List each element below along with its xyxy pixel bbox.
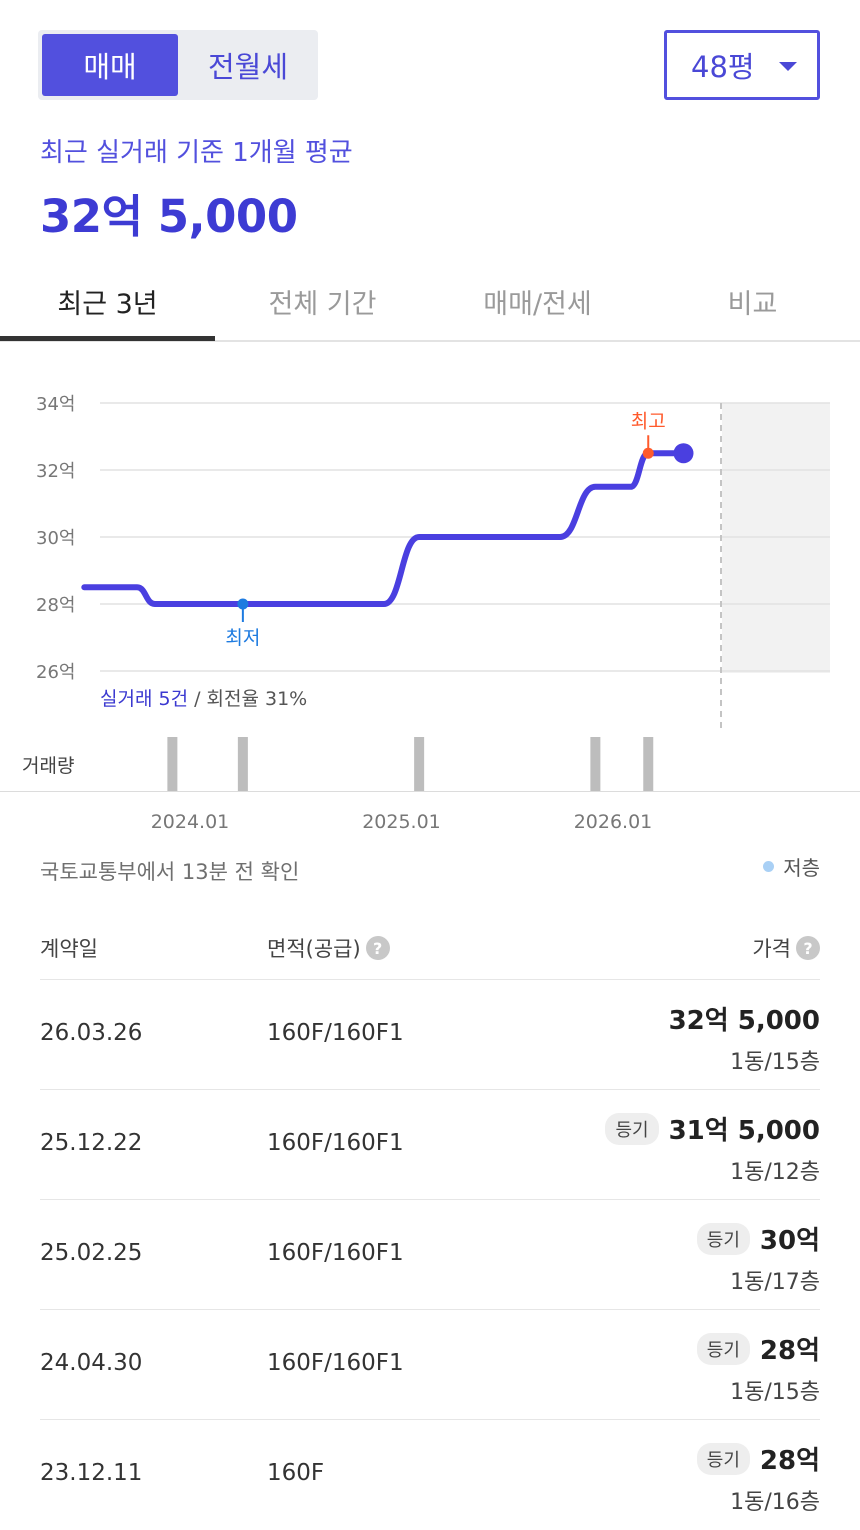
row-area: 160F/160F1 [267,1130,404,1156]
area-help-icon[interactable]: ? [365,936,390,960]
table-row[interactable]: 23.12.11 160F 등기 28억 1동/16층 [40,1420,820,1530]
row-area: 160F/160F1 [267,1020,404,1046]
header-area: 면적(공급) ? [267,933,390,963]
header-area-label: 면적(공급) [267,937,361,961]
volume-baseline [0,791,860,792]
registered-badge: 등기 [696,1222,750,1255]
row-floor: 1동/12층 [730,1160,820,1185]
y-tick-label: 26억 [36,662,75,683]
tab-compare[interactable]: 비교 [727,288,778,320]
table-row[interactable]: 26.03.26 160F/160F1 32억 5,000 1동/15층 [40,980,820,1090]
x-tick-label: 2026.01 [574,811,653,833]
table-row[interactable]: 25.12.22 160F/160F1 등기 31억 5,000 1동/12층 [40,1090,820,1200]
active-tab-indicator [0,336,215,341]
row-price: 30억 [759,1226,820,1256]
legend-label: 저층 [783,856,820,880]
volume-bar [643,737,654,791]
tab-full-period[interactable]: 전체 기간 [268,288,377,320]
source-note: 국토교통부에서 13분 전 확인 [40,860,300,884]
size-dropdown[interactable]: 48평 [664,30,820,100]
registered-badge: 등기 [696,1442,750,1475]
min-label: 최저 [225,627,260,649]
row-date: 26.03.26 [40,1020,143,1046]
row-area: 160F/160F1 [267,1350,404,1376]
row-price-line: 등기 31억 5,000 [605,1110,820,1147]
row-price: 32억 5,000 [668,1006,820,1036]
average-price: 32억 5,000 [40,190,298,243]
row-area: 160F/160F1 [267,1240,404,1266]
registered-badge: 등기 [696,1332,750,1365]
x-tick-label: 2025.01 [362,811,441,833]
row-floor: 1동/16층 [730,1490,820,1515]
tab-recent-3-years[interactable]: 최근 3년 [57,288,158,320]
y-tick-label: 30억 [36,528,75,549]
row-price-line: 등기 30억 [696,1220,820,1257]
caret-down-icon [779,62,797,71]
row-area: 160F [267,1460,325,1486]
row-price-line: 32억 5,000 [669,1000,820,1037]
volume-bar [167,737,178,791]
price-help-icon[interactable]: ? [796,936,820,960]
trade-type-toggle: 매매 전월세 [38,30,318,100]
header-date: 계약일 [40,937,98,961]
row-floor: 1동/15층 [730,1050,820,1075]
y-tick-label: 32억 [36,461,75,482]
header-price-label: 가격 [752,937,791,961]
table-row[interactable]: 25.02.25 160F/160F1 등기 30억 1동/17층 [40,1200,820,1310]
transactions-header: 계약일 면적(공급) ? 가격 ? [40,918,820,980]
row-date: 25.12.22 [40,1130,143,1156]
row-date: 25.02.25 [40,1240,143,1266]
volume-label: 거래량 [22,755,74,777]
current-price-marker[interactable] [673,443,694,464]
x-tick-label: 2024.01 [151,811,230,833]
lease-toggle-button[interactable]: 전월세 [207,50,289,84]
volume-bar [414,737,425,791]
row-price: 28억 [759,1336,820,1366]
row-date: 23.12.11 [40,1460,143,1486]
row-price: 28억 [759,1446,820,1476]
y-tick-label: 34억 [36,394,75,415]
legend-low-floor: 저층 [763,852,820,881]
price-chart: 34억 32억 30억 28억 26억 최저 최고 실거래 5건 / 회전율 31% 거래량… [22,394,830,833]
registered-badge: 등기 [605,1112,659,1145]
row-price-line: 등기 28억 [696,1330,820,1367]
row-price-line: 등기 28억 [696,1440,820,1477]
max-label: 최고 [631,410,666,432]
max-marker [642,447,654,459]
size-dropdown-value: 48평 [691,50,755,84]
row-floor: 1동/17층 [730,1270,820,1295]
row-date: 24.04.30 [40,1350,143,1376]
average-subtitle: 최근 실거래 기준 1개월 평균 [40,138,353,168]
row-floor: 1동/15층 [730,1380,820,1405]
y-tick-label: 28억 [36,595,75,616]
table-row[interactable]: 24.04.30 160F/160F1 등기 28억 1동/15층 [40,1310,820,1420]
forecast-area [722,403,830,673]
price-line [81,450,687,607]
header-price: 가격 ? [752,933,820,963]
volume-bar [590,737,601,791]
low-floor-dot-icon [763,861,775,872]
period-tabs: 최근 3년 전체 기간 매매/전세 비교 [0,262,860,342]
tab-sale-lease[interactable]: 매매/전세 [483,288,592,320]
trade-count-info: 실거래 5건 / 회전율 31% [100,688,307,710]
row-price: 31억 5,000 [668,1116,820,1146]
sale-toggle-button[interactable]: 매매 [42,34,178,96]
volume-bar [237,737,248,791]
